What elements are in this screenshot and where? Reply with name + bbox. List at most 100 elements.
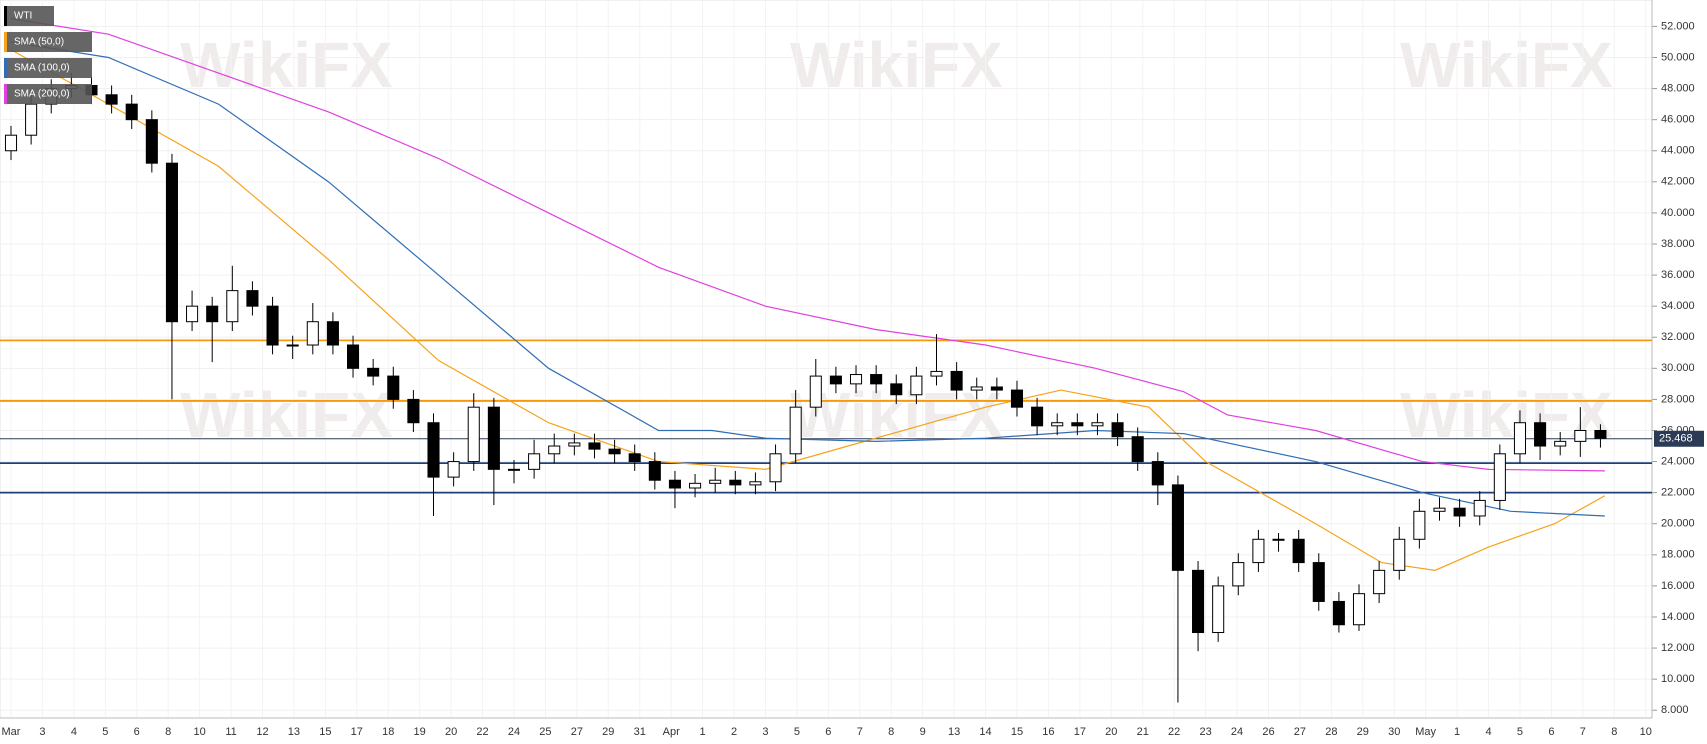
legend-swatch [4, 32, 7, 52]
y-tick-label: 38.000 [1661, 238, 1695, 250]
candle-body [648, 461, 661, 481]
x-tick-label: 7 [857, 726, 863, 738]
candle-body [326, 321, 339, 346]
candle-body [1352, 593, 1366, 626]
legend-swatch [4, 84, 7, 104]
x-tick-label: 16 [1042, 726, 1054, 738]
candle-body [145, 119, 158, 164]
candle-body [890, 383, 903, 396]
candle-body [1332, 600, 1345, 626]
x-tick-label: 29 [1357, 726, 1369, 738]
candle-body [467, 406, 480, 463]
candle-body [769, 453, 782, 483]
candle-body [528, 453, 541, 470]
y-tick-label: 14.000 [1661, 611, 1695, 623]
last-price-tag [1654, 430, 1704, 447]
candle-body [25, 103, 38, 136]
candle-body [347, 344, 360, 369]
x-tick-label: 19 [414, 726, 426, 738]
candle-body [1031, 406, 1044, 427]
candle-body [1393, 538, 1406, 571]
watermark: WikiFX [180, 379, 393, 451]
candle-body [608, 448, 621, 455]
sma-line [10, 49, 1606, 571]
candle-body [387, 375, 400, 400]
candle-body [206, 305, 219, 323]
candle-body [1071, 422, 1084, 427]
watermark: WikiFX [180, 29, 393, 101]
legend-label: SMA (50,0) [14, 37, 64, 48]
x-tick-label: 2 [731, 726, 737, 738]
candle-body [1091, 422, 1104, 427]
x-tick-label: 12 [256, 726, 268, 738]
candle-body [548, 445, 561, 455]
candle-body [628, 453, 641, 463]
candle-body [1433, 507, 1446, 512]
candle-body [427, 422, 440, 478]
x-tick-label: 5 [102, 726, 108, 738]
legend-box [4, 58, 92, 78]
legend-label: WTI [14, 11, 32, 22]
x-tick-label: 10 [193, 726, 205, 738]
y-tick-label: 42.000 [1661, 176, 1695, 188]
candle-body [1312, 562, 1325, 602]
x-tick-label: 27 [571, 726, 583, 738]
candle-body [709, 479, 722, 484]
candle-body [1151, 461, 1164, 486]
candle-body [125, 103, 138, 121]
candle-body [910, 375, 923, 396]
candle-body [507, 468, 521, 471]
last-price-label: 25.468 [1659, 433, 1693, 445]
x-tick-label: 4 [1485, 726, 1491, 738]
candle-body [487, 406, 500, 470]
x-tick-label: 10 [1640, 726, 1652, 738]
candle-body [186, 305, 199, 323]
legend-swatch [4, 58, 7, 78]
x-tick-label: 21 [1137, 726, 1149, 738]
x-tick-label: 30 [1388, 726, 1400, 738]
x-tick-label: 3 [762, 726, 768, 738]
candle-body [1252, 538, 1265, 564]
x-tick-label: 8 [1611, 726, 1617, 738]
x-tick-label: 5 [1517, 726, 1523, 738]
x-tick-label: 25 [539, 726, 551, 738]
candle-body [568, 442, 581, 447]
candle-body [1594, 429, 1607, 439]
candle-body [749, 481, 762, 486]
candle-body [447, 461, 460, 478]
y-tick-label: 52.000 [1661, 20, 1695, 32]
candle-body [1192, 569, 1205, 634]
sma-line [10, 41, 1605, 517]
y-tick-label: 18.000 [1661, 549, 1695, 561]
x-tick-label: 27 [1294, 726, 1306, 738]
candle-body [970, 386, 983, 391]
y-tick-label: 40.000 [1661, 207, 1695, 219]
x-tick-label: 8 [888, 726, 894, 738]
x-tick-label: 4 [71, 726, 77, 738]
legend-label: SMA (200,0) [14, 89, 70, 100]
x-tick-label: 15 [319, 726, 331, 738]
x-tick-label: 1 [1454, 726, 1460, 738]
y-tick-label: 8.000 [1661, 704, 1689, 716]
y-tick-label: 20.000 [1661, 518, 1695, 530]
x-tick-label: 20 [445, 726, 457, 738]
candle-body [1010, 389, 1024, 408]
x-tick-label: 7 [1580, 726, 1586, 738]
candle-body [1272, 538, 1285, 541]
legend-box [4, 84, 92, 104]
y-tick-label: 48.000 [1661, 82, 1695, 94]
candle-body [4, 134, 18, 152]
candle-body [246, 290, 259, 307]
x-tick-label: 26 [1262, 726, 1274, 738]
x-tick-label: 23 [1199, 726, 1211, 738]
legend-box [4, 32, 92, 52]
x-tick-label: 1 [700, 726, 706, 738]
candle-body [789, 406, 802, 455]
candle-body [306, 321, 319, 346]
candle-body [286, 344, 299, 347]
candle-body [367, 367, 380, 377]
candle-body [1493, 453, 1506, 501]
candle-body [1554, 440, 1567, 447]
legend-label: SMA (100,0) [14, 63, 70, 74]
